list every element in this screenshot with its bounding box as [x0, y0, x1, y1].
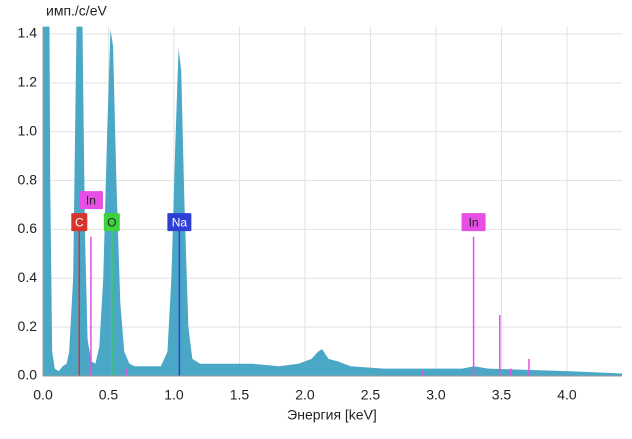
y-tick-label: 0.0: [18, 367, 38, 383]
x-tick-label: 0.0: [33, 387, 53, 403]
element-label: In: [86, 193, 96, 207]
y-axis-label: имп./с/eV: [46, 3, 107, 19]
y-tick-label: 1.2: [18, 74, 38, 90]
y-tick-label: 0.4: [18, 269, 38, 285]
element-label-bg: [103, 213, 120, 232]
x-tick-label: 3.0: [426, 387, 446, 403]
y-tick-label: 1.0: [18, 122, 38, 138]
x-tick-label: 1.0: [164, 387, 184, 403]
x-tick-label: 2.0: [295, 387, 315, 403]
element-label-bg: [167, 213, 192, 232]
x-tick-label: 2.5: [361, 387, 381, 403]
x-tick-label: 0.5: [99, 387, 119, 403]
x-axis-label: Энергия [keV]: [287, 407, 377, 423]
x-tick-label: 1.5: [230, 387, 250, 403]
y-tick-label: 0.8: [18, 171, 38, 187]
element-label: C: [75, 215, 84, 229]
x-tick-label: 4.0: [557, 387, 577, 403]
element-label-bg: [461, 213, 486, 232]
element-label-bg: [78, 191, 103, 210]
element-label-bg: [71, 213, 88, 232]
x-tick-label: 3.5: [492, 387, 512, 403]
element-label: O: [107, 215, 116, 229]
plot: [43, 26, 622, 376]
spectrum-area: [43, 26, 622, 376]
y-tick-label: 1.4: [18, 25, 38, 41]
y-tick-label: 0.6: [18, 220, 38, 236]
element-label: In: [469, 215, 479, 229]
element-label: Na: [172, 215, 188, 229]
y-tick-label: 0.2: [18, 318, 38, 334]
